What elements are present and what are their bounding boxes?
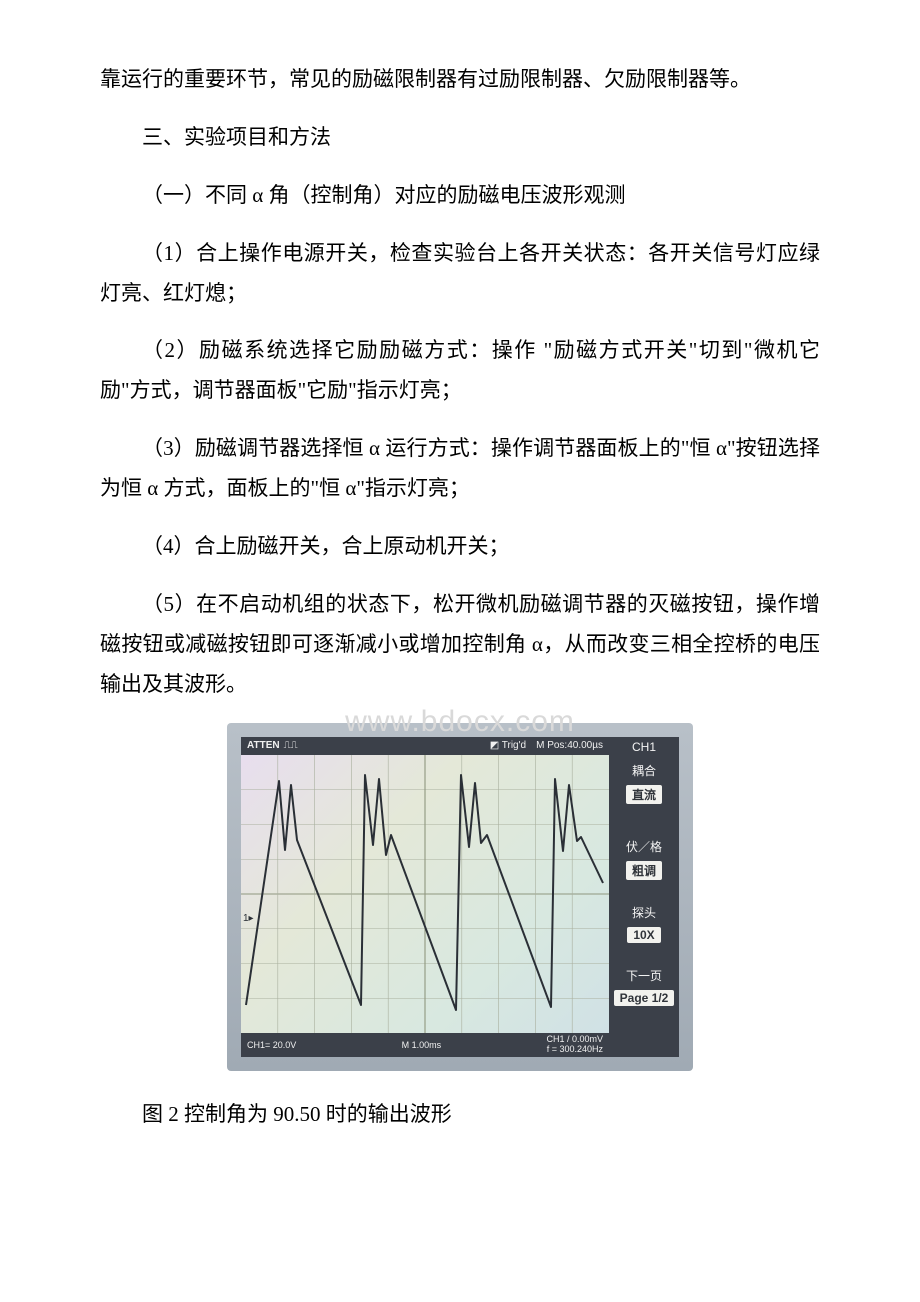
waveform-chart: [241, 755, 609, 1033]
channel-marker: 1▸: [243, 913, 254, 924]
scope-mpos: M Pos:40.00µs: [536, 740, 603, 751]
list-item: （5）在不启动机组的状态下，松开微机励磁调节器的灭磁按钮，操作增磁按钮或减磁按钮…: [100, 585, 820, 705]
scope-trig-status: Trig'd: [502, 740, 526, 751]
paragraph: 靠运行的重要环节，常见的励磁限制器有过励限制器、欠励限制器等。: [100, 60, 820, 100]
figure-caption: 图 2 控制角为 90.50 时的输出波形: [100, 1095, 820, 1135]
trigger-icon: ◩: [490, 740, 502, 751]
menu-title: CH1: [628, 739, 660, 755]
list-item: （2）励磁系统选择它励励磁方式：操作 "励磁方式开关"切到"微机它励"方式，调节…: [100, 331, 820, 411]
oscilloscope-screen: ATTEN ⎍⎍ ◩ Trig'd M Pos:40.00µs 1▸: [241, 737, 679, 1057]
menu-value-selected: 直流: [626, 785, 662, 804]
oscilloscope-plot: ATTEN ⎍⎍ ◩ Trig'd M Pos:40.00µs 1▸: [241, 737, 609, 1057]
menu-label: 伏／格: [622, 837, 666, 856]
list-item: （3）励磁调节器选择恒 α 运行方式：操作调节器面板上的"恒 α"按钮选择为恒 …: [100, 429, 820, 509]
menu-value-selected: 10X: [627, 927, 660, 943]
scope-brand: ATTEN: [247, 740, 280, 751]
oscilloscope-bezel: ATTEN ⎍⎍ ◩ Trig'd M Pos:40.00µs 1▸: [227, 723, 693, 1071]
figure: www.bdocx.com ATTEN ⎍⎍ ◩ Trig'd M Pos:40…: [100, 723, 820, 1071]
section-heading: 三、实验项目和方法: [100, 118, 820, 158]
menu-label: 下一页: [622, 966, 666, 985]
menu-value-selected: 粗调: [626, 861, 662, 880]
document-page: 靠运行的重要环节，常见的励磁限制器有过励限制器、欠励限制器等。 三、实验项目和方…: [0, 0, 920, 1212]
scope-readout: CH1 / 0.00mV f = 300.240Hz: [546, 1035, 603, 1054]
menu-label: 探头: [628, 903, 660, 922]
scope-top-bar: ATTEN ⎍⎍ ◩ Trig'd M Pos:40.00µs: [241, 737, 609, 755]
scope-timebase: M 1.00ms: [402, 1040, 442, 1050]
pulse-icon: ⎍⎍: [284, 740, 298, 751]
scope-ch1-scale: CH1= 20.0V: [247, 1040, 296, 1050]
list-item: （1）合上操作电源开关，检查实验台上各开关状态：各开关信号灯应绿灯亮、红灯熄；: [100, 234, 820, 314]
subsection-heading: （一）不同 α 角（控制角）对应的励磁电压波形观测: [100, 176, 820, 216]
scope-bottom-bar: CH1= 20.0V M 1.00ms CH1 / 0.00mV f = 300…: [241, 1033, 609, 1057]
menu-label: 耦合: [628, 761, 660, 780]
list-item: （4）合上励磁开关，合上原动机开关；: [100, 527, 820, 567]
scope-side-menu: CH1 耦合 直流 伏／格 粗调 探头 10X 下一页 Page 1/2: [609, 737, 679, 1057]
menu-page-indicator: Page 1/2: [614, 990, 675, 1006]
